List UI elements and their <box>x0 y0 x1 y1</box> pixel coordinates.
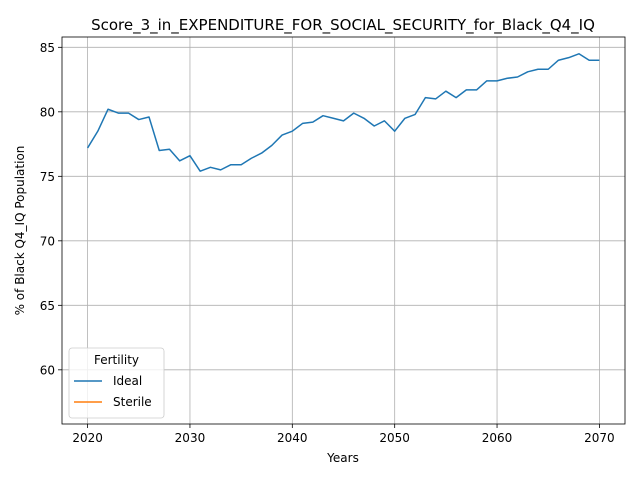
x-tick-label: 2020 <box>72 431 103 445</box>
y-tick-label: 85 <box>40 41 55 55</box>
series-line-ideal <box>86 53 600 172</box>
grid-lines <box>62 37 625 424</box>
legend-label-ideal: Ideal <box>113 374 142 388</box>
x-tick-label: 2060 <box>482 431 513 445</box>
x-tick-label: 2030 <box>175 431 206 445</box>
x-tick-label: 2070 <box>584 431 615 445</box>
chart-title: Score_3_in_EXPENDITURE_FOR_SOCIAL_SECURI… <box>91 16 595 35</box>
legend: Fertility Ideal Sterile <box>68 347 165 419</box>
x-tick-label: 2050 <box>379 431 410 445</box>
y-tick-label: 60 <box>40 363 55 377</box>
y-tick-label: 75 <box>40 170 55 184</box>
x-axis-label: Years <box>326 451 359 465</box>
series-lines <box>86 53 600 172</box>
y-axis-label: % of Black Q4_IQ Population <box>13 146 27 316</box>
legend-label-sterile: Sterile <box>113 395 152 409</box>
y-tick-label: 65 <box>40 299 55 313</box>
y-tick-label: 70 <box>40 234 55 248</box>
x-axis-ticks: 2020 2030 2040 2050 2060 2070 <box>72 424 615 445</box>
y-axis-ticks: 60 65 70 75 80 85 <box>40 41 62 377</box>
legend-box <box>68 347 165 419</box>
x-tick-label: 2040 <box>277 431 308 445</box>
plot-area-frame <box>61 36 626 425</box>
legend-title: Fertility <box>94 353 139 367</box>
y-tick-label: 80 <box>40 105 55 119</box>
